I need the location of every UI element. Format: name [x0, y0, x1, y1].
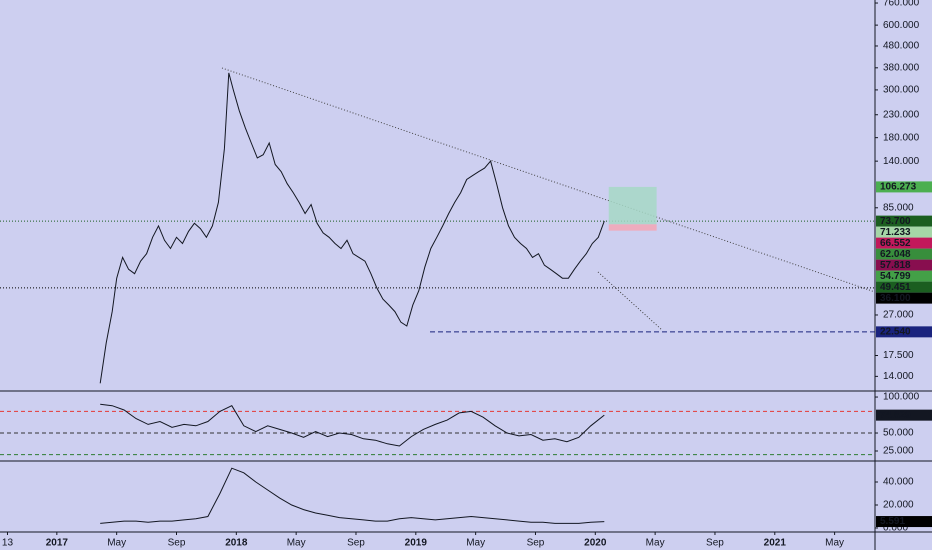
price-tag-label: 57.818 — [880, 260, 911, 271]
y-tick-label: 300.000 — [883, 85, 920, 96]
y-tick-label: 50.000 — [883, 428, 914, 439]
price-tag-label: 66.552 — [880, 238, 911, 249]
trend-line — [221, 67, 876, 293]
price-tag — [876, 270, 932, 282]
price-tag-label: 62.048 — [880, 249, 911, 260]
price-tag-label: 54.799 — [880, 271, 911, 282]
y-tick-label: 0.000 — [883, 523, 908, 534]
y-tick-label: 14.000 — [883, 371, 914, 382]
x-tick-label: May — [825, 538, 844, 549]
price-tag — [876, 181, 932, 193]
price-tag — [876, 248, 932, 260]
x-tick-label: Sep — [347, 538, 365, 549]
y-tick-label: 85.000 — [883, 202, 914, 213]
x-tick-label: 2017 — [46, 538, 69, 549]
price-tag — [876, 281, 932, 293]
x-tick-label: 2020 — [584, 538, 607, 549]
price-tag-label: 106.273 — [880, 182, 917, 193]
x-tick-label: 2018 — [225, 538, 248, 549]
series-line — [100, 467, 605, 524]
x-tick-label: May — [646, 538, 665, 549]
y-tick-label: 140.000 — [883, 156, 920, 167]
x-tick-label: Sep — [168, 538, 186, 549]
y-tick-label: 40.000 — [883, 477, 914, 488]
x-tick-label: 13 — [2, 538, 14, 549]
price-tag — [876, 409, 932, 421]
y-tick-label: 180.000 — [883, 132, 920, 143]
x-tick-label: 2021 — [764, 538, 787, 549]
series-line — [100, 403, 605, 447]
series-line — [99, 72, 605, 384]
price-tag-label: 22.540 — [880, 326, 911, 337]
x-tick-label: Sep — [527, 538, 545, 549]
price-tag-label: 73.700 — [880, 216, 911, 227]
y-tick-label: 480.000 — [883, 41, 920, 52]
price-tag-label: 74.829 — [880, 410, 911, 421]
y-tick-label: 760.000 — [883, 0, 920, 9]
price-tag — [876, 226, 932, 238]
x-tick-label: May — [107, 538, 126, 549]
price-tag — [876, 292, 932, 304]
stop-zone — [608, 224, 657, 231]
x-tick-label: Sep — [706, 538, 724, 549]
x-tick-label: May — [466, 538, 485, 549]
target-zone — [608, 186, 657, 225]
y-tick-label: 25.000 — [883, 446, 914, 457]
y-tick-label: 230.000 — [883, 109, 920, 120]
price-tag — [876, 516, 932, 528]
price-tag — [876, 259, 932, 271]
x-tick-label: 2019 — [405, 538, 428, 549]
y-tick-label: 17.500 — [883, 350, 914, 361]
x-tick-label: May — [287, 538, 306, 549]
price-tag — [876, 326, 932, 338]
price-tag-label: 36.100 — [880, 293, 911, 304]
y-tick-label: 27.000 — [883, 310, 914, 321]
y-tick-label: 100.000 — [883, 392, 920, 403]
y-tick-label: 380.000 — [883, 62, 920, 73]
y-tick-label: 20.000 — [883, 500, 914, 511]
price-tag-label: 49.451 — [880, 282, 911, 293]
y-tick-label: 600.000 — [883, 20, 920, 31]
price-tag-label: 71.233 — [880, 227, 911, 238]
price-tag — [876, 237, 932, 249]
price-tag — [876, 215, 932, 227]
price-tag-label: 5.591 — [880, 516, 905, 527]
